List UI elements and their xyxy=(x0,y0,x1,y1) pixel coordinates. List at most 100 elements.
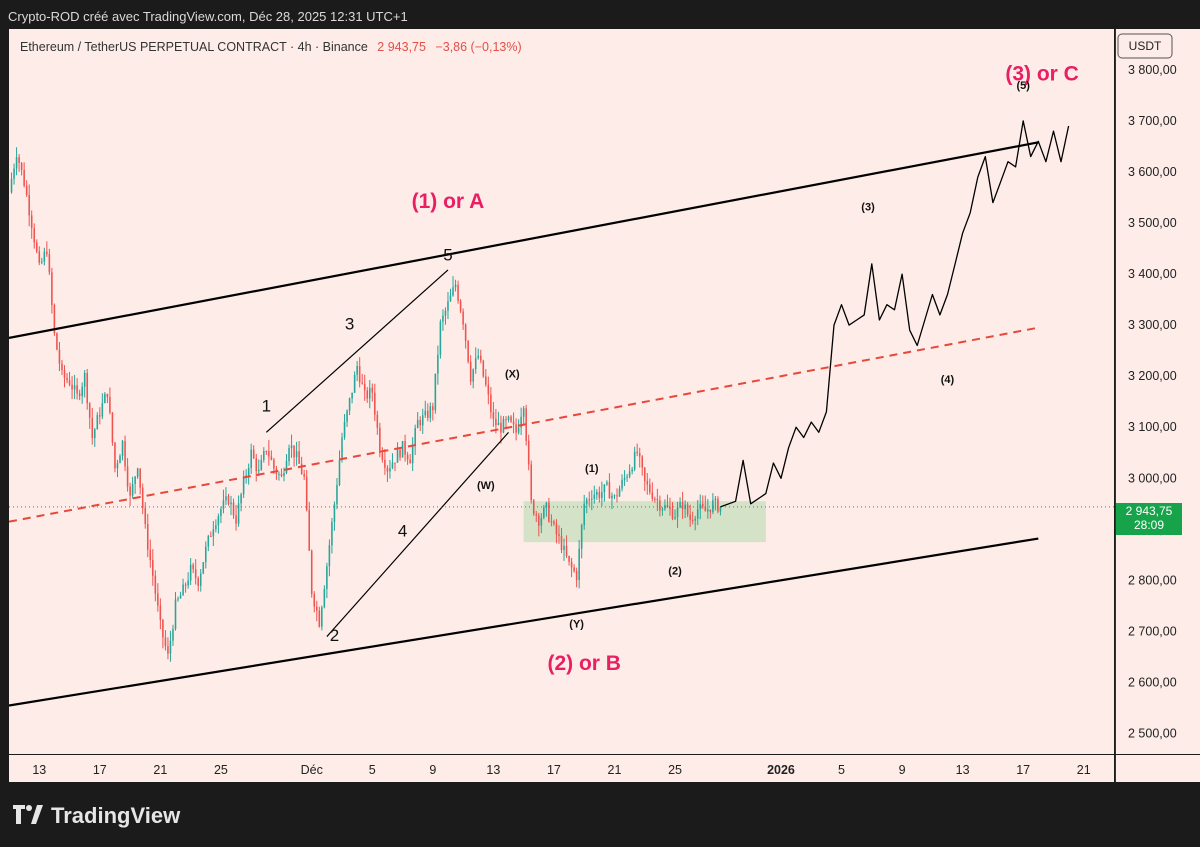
candle-body xyxy=(199,573,202,586)
candle-body xyxy=(61,363,63,371)
candle-body xyxy=(348,398,351,411)
candle-body xyxy=(651,492,654,499)
wave-label: (3) xyxy=(861,202,875,214)
candle-body xyxy=(351,392,353,399)
candle-body xyxy=(121,440,124,456)
x-tick-label: 13 xyxy=(486,763,500,777)
x-tick-label: 17 xyxy=(1016,763,1030,777)
candle-body xyxy=(13,168,15,179)
candle-body xyxy=(204,546,207,563)
candle-body xyxy=(603,484,606,493)
candle-body xyxy=(298,451,300,464)
candle-body xyxy=(517,427,520,433)
candle-body xyxy=(646,481,649,485)
projection-path xyxy=(720,120,1070,508)
candle-body xyxy=(252,449,255,459)
candle-body xyxy=(490,394,492,413)
candle-body xyxy=(38,251,41,263)
candle-body xyxy=(394,462,396,464)
candle-body xyxy=(530,464,533,501)
candle-body xyxy=(313,594,316,607)
candle-body xyxy=(558,534,560,537)
candle-body xyxy=(606,482,608,485)
candle-body xyxy=(162,619,164,638)
candle-body xyxy=(411,445,414,464)
candle-body xyxy=(643,467,646,482)
candle-body xyxy=(303,474,305,477)
wave-label: 4 xyxy=(398,521,407,540)
wave-label: (2) or B xyxy=(547,652,621,675)
candle-body xyxy=(139,468,141,488)
candle-body xyxy=(316,606,318,611)
candle-body xyxy=(225,496,227,501)
symbol-title: Ethereum / TetherUS PERPETUAL CONTRACT ·… xyxy=(20,40,522,54)
candle-body xyxy=(492,412,495,419)
candle-body xyxy=(437,354,439,374)
candle-body xyxy=(88,403,91,418)
x-tick-label: 21 xyxy=(153,763,167,777)
candle-body xyxy=(101,402,104,417)
candle-body xyxy=(124,440,126,467)
consolidation-zone xyxy=(523,501,766,543)
candle-body xyxy=(58,349,61,364)
candle-body xyxy=(126,466,129,487)
candle-body xyxy=(666,505,669,508)
time-axis[interactable] xyxy=(9,755,1114,782)
candle-body xyxy=(376,414,379,428)
candle-body xyxy=(51,272,53,306)
candle-body xyxy=(250,449,252,468)
candle-body xyxy=(177,598,179,600)
candle-body xyxy=(194,569,197,579)
candle-body xyxy=(719,506,722,512)
chart-plot-area[interactable] xyxy=(9,29,1114,754)
candle-body xyxy=(560,536,563,551)
candle-body xyxy=(623,477,626,480)
candle-body xyxy=(540,517,543,526)
candle-body xyxy=(217,516,220,526)
candle-body xyxy=(573,567,575,571)
wave-label: 3 xyxy=(345,315,354,334)
candle-body xyxy=(570,561,573,568)
candle-body xyxy=(522,408,525,417)
candle-body xyxy=(18,157,20,163)
candle-body xyxy=(485,376,487,385)
candle-body xyxy=(336,484,338,505)
footer xyxy=(0,782,1200,847)
candle-body xyxy=(41,261,43,263)
candle-body xyxy=(459,300,462,312)
candle-body xyxy=(227,496,230,505)
y-tick-label: 2 600,00 xyxy=(1128,676,1177,690)
candle-body xyxy=(78,393,81,397)
candle-body xyxy=(361,382,363,384)
candle-body xyxy=(157,593,159,606)
candle-body xyxy=(134,476,136,484)
candle-body xyxy=(220,509,222,517)
candle-body xyxy=(545,502,548,508)
candle-body xyxy=(169,640,172,654)
candle-body xyxy=(341,437,343,461)
candle-body xyxy=(63,370,66,378)
candle-body xyxy=(379,427,381,454)
candle-body xyxy=(399,449,401,458)
candle-body xyxy=(598,491,601,498)
candle-body xyxy=(553,521,555,524)
candle-body xyxy=(704,506,707,512)
candle-body xyxy=(159,605,162,620)
candle-body xyxy=(439,321,442,355)
candle-body xyxy=(593,494,596,499)
candle-body xyxy=(649,484,651,493)
price-axis[interactable] xyxy=(1115,29,1200,754)
candle-body xyxy=(28,194,30,216)
candle-body xyxy=(230,502,232,505)
wave-label: (2) xyxy=(668,566,682,578)
currency-badge[interactable]: USDT xyxy=(1117,33,1173,59)
candle-body xyxy=(106,393,109,398)
candle-body xyxy=(189,564,192,581)
tradingview-logo-icon xyxy=(13,805,43,824)
last-price: 2 943,75 xyxy=(377,40,426,54)
candle-body xyxy=(318,610,321,627)
candle-body xyxy=(30,215,33,229)
candle-body xyxy=(469,361,472,382)
candle-body xyxy=(482,360,485,377)
candle-body xyxy=(33,228,36,243)
